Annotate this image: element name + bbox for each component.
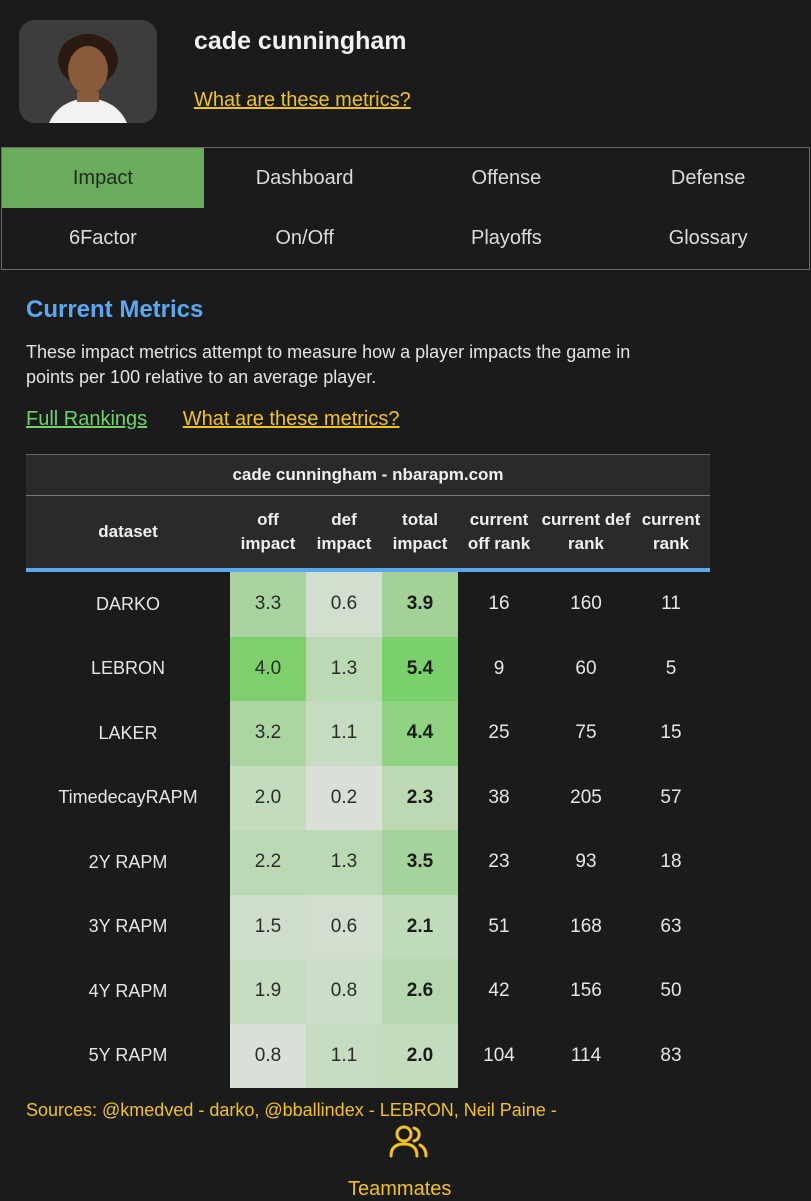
column-header[interactable]: current rank bbox=[641, 510, 701, 553]
table-row: 3Y RAPM 1.5 0.6 2.1 51 168 63 bbox=[26, 894, 710, 959]
value-cell: 60 bbox=[575, 657, 597, 679]
value-cell: 5 bbox=[665, 657, 677, 679]
value-cell: 104 bbox=[483, 1044, 515, 1066]
metrics-info-link-2[interactable]: What are these metrics? bbox=[182, 408, 400, 430]
column-header[interactable]: current off rank bbox=[467, 510, 531, 553]
value-cell: 63 bbox=[660, 915, 682, 937]
value-cell: 15 bbox=[660, 722, 682, 744]
value-cell: 3.2 bbox=[230, 701, 306, 766]
value-cell: 23 bbox=[488, 851, 510, 873]
value-cell: 1.1 bbox=[306, 701, 382, 766]
table-row: 5Y RAPM 0.8 1.1 2.0 104 114 83 bbox=[26, 1023, 710, 1088]
teammates-label[interactable]: Teammates bbox=[348, 1178, 452, 1200]
table-caption: cade cunningham - nbarapm.com bbox=[26, 454, 710, 496]
player-header: cade cunningham What are these metrics? bbox=[0, 0, 811, 140]
value-cell: 2.6 bbox=[382, 959, 458, 1024]
tab-playoffs[interactable]: Playoffs bbox=[470, 226, 542, 249]
table-row: 4Y RAPM 1.9 0.8 2.6 42 156 50 bbox=[26, 959, 710, 1024]
player-photo-icon bbox=[19, 20, 157, 123]
column-header[interactable]: dataset bbox=[98, 522, 158, 541]
value-cell: 0.6 bbox=[306, 894, 382, 959]
table-row: LAKER 3.2 1.1 4.4 25 75 15 bbox=[26, 701, 710, 766]
dataset-cell: DARKO bbox=[95, 593, 160, 614]
value-cell: 51 bbox=[488, 915, 510, 937]
player-avatar bbox=[19, 20, 157, 123]
value-cell: 114 bbox=[570, 1044, 602, 1066]
value-cell: 3.5 bbox=[382, 830, 458, 895]
value-cell: 4.4 bbox=[382, 701, 458, 766]
dataset-cell: 5Y RAPM bbox=[88, 1045, 168, 1066]
column-header[interactable]: off impact bbox=[240, 510, 296, 553]
value-cell: 25 bbox=[488, 722, 510, 744]
value-cell: 83 bbox=[660, 1044, 682, 1066]
column-header[interactable]: def impact bbox=[316, 510, 372, 553]
tab-defense[interactable]: Defense bbox=[670, 166, 746, 189]
value-cell: 1.3 bbox=[306, 830, 382, 895]
value-cell: 11 bbox=[661, 593, 681, 615]
value-cell: 4.0 bbox=[230, 636, 306, 701]
value-cell: 0.8 bbox=[230, 1023, 306, 1088]
value-cell: 57 bbox=[660, 786, 682, 808]
dataset-cell: TimedecayRAPM bbox=[58, 787, 198, 808]
dataset-cell: LEBRON bbox=[90, 658, 166, 679]
value-cell: 2.1 bbox=[382, 894, 458, 959]
dataset-cell: 4Y RAPM bbox=[88, 980, 168, 1001]
value-cell: 205 bbox=[570, 786, 602, 808]
tab-on-off[interactable]: On/Off bbox=[275, 226, 334, 249]
table-row: LEBRON 4.0 1.3 5.4 9 60 5 bbox=[26, 636, 710, 701]
tab-6factor[interactable]: 6Factor bbox=[68, 226, 137, 249]
table-header-row: dataset off impact def impact total impa… bbox=[26, 496, 710, 572]
table-row: DARKO 3.3 0.6 3.9 16 160 11 bbox=[26, 572, 710, 637]
tab-offense[interactable]: Offense bbox=[471, 166, 542, 189]
tab-impact[interactable]: Impact bbox=[2, 148, 204, 208]
metrics-info-link[interactable]: What are these metrics? bbox=[194, 89, 411, 111]
value-cell: 1.9 bbox=[230, 959, 306, 1024]
value-cell: 42 bbox=[488, 980, 510, 1002]
impact-table: cade cunningham - nbarapm.com dataset of… bbox=[26, 454, 710, 1088]
value-cell: 38 bbox=[488, 786, 510, 808]
section-description: These impact metrics attempt to measure … bbox=[26, 342, 631, 387]
value-cell: 2.3 bbox=[382, 765, 458, 830]
table-body: DARKO 3.3 0.6 3.9 16 160 11 LEBRON 4.0 1.3 5.4 9 60 5… bbox=[26, 572, 710, 1088]
value-cell: 156 bbox=[570, 980, 602, 1002]
table-row: TimedecayRAPM 2.0 0.2 2.3 38 205 57 bbox=[26, 765, 710, 830]
value-cell: 0.6 bbox=[306, 572, 382, 637]
dataset-cell: LAKER bbox=[98, 722, 158, 743]
sources-text: Sources: @kmedved - darko, @bballindex -… bbox=[26, 1100, 557, 1120]
dataset-cell: 2Y RAPM bbox=[88, 851, 168, 872]
value-cell: 160 bbox=[570, 593, 602, 615]
value-cell: 2.0 bbox=[230, 765, 306, 830]
section-links: Full Rankings What are these metrics? bbox=[26, 408, 399, 431]
dataset-cell: 3Y RAPM bbox=[88, 916, 168, 937]
value-cell: 16 bbox=[488, 593, 510, 615]
value-cell: 18 bbox=[660, 851, 682, 873]
value-cell: 5.4 bbox=[382, 636, 458, 701]
value-cell: 0.8 bbox=[306, 959, 382, 1024]
value-cell: 1.5 bbox=[230, 894, 306, 959]
value-cell: 2.0 bbox=[382, 1023, 458, 1088]
value-cell: 75 bbox=[575, 722, 597, 744]
table-row: 2Y RAPM 2.2 1.3 3.5 23 93 18 bbox=[26, 830, 710, 895]
value-cell: 1.1 bbox=[306, 1023, 382, 1088]
users-icon[interactable] bbox=[386, 1120, 430, 1164]
value-cell: 3.3 bbox=[230, 572, 306, 637]
tab-glossary[interactable]: Glossary bbox=[668, 226, 748, 249]
value-cell: 1.3 bbox=[306, 636, 382, 701]
value-cell: 3.9 bbox=[382, 572, 458, 637]
value-cell: 2.2 bbox=[230, 830, 306, 895]
value-cell: 50 bbox=[660, 980, 682, 1002]
player-name: cade cunningham bbox=[194, 27, 407, 55]
column-header[interactable]: total impact bbox=[392, 510, 448, 553]
value-cell: 9 bbox=[493, 657, 505, 679]
column-header[interactable]: current def rank bbox=[541, 510, 631, 553]
value-cell: 168 bbox=[570, 915, 602, 937]
section-title: Current Metrics bbox=[26, 296, 204, 323]
value-cell: 93 bbox=[575, 851, 597, 873]
tab-bar: Impact Dashboard Offense Defense 6Factor… bbox=[1, 147, 810, 270]
value-cell: 0.2 bbox=[306, 765, 382, 830]
tab-dashboard[interactable]: Dashboard bbox=[255, 166, 354, 189]
full-rankings-link[interactable]: Full Rankings bbox=[26, 408, 148, 430]
